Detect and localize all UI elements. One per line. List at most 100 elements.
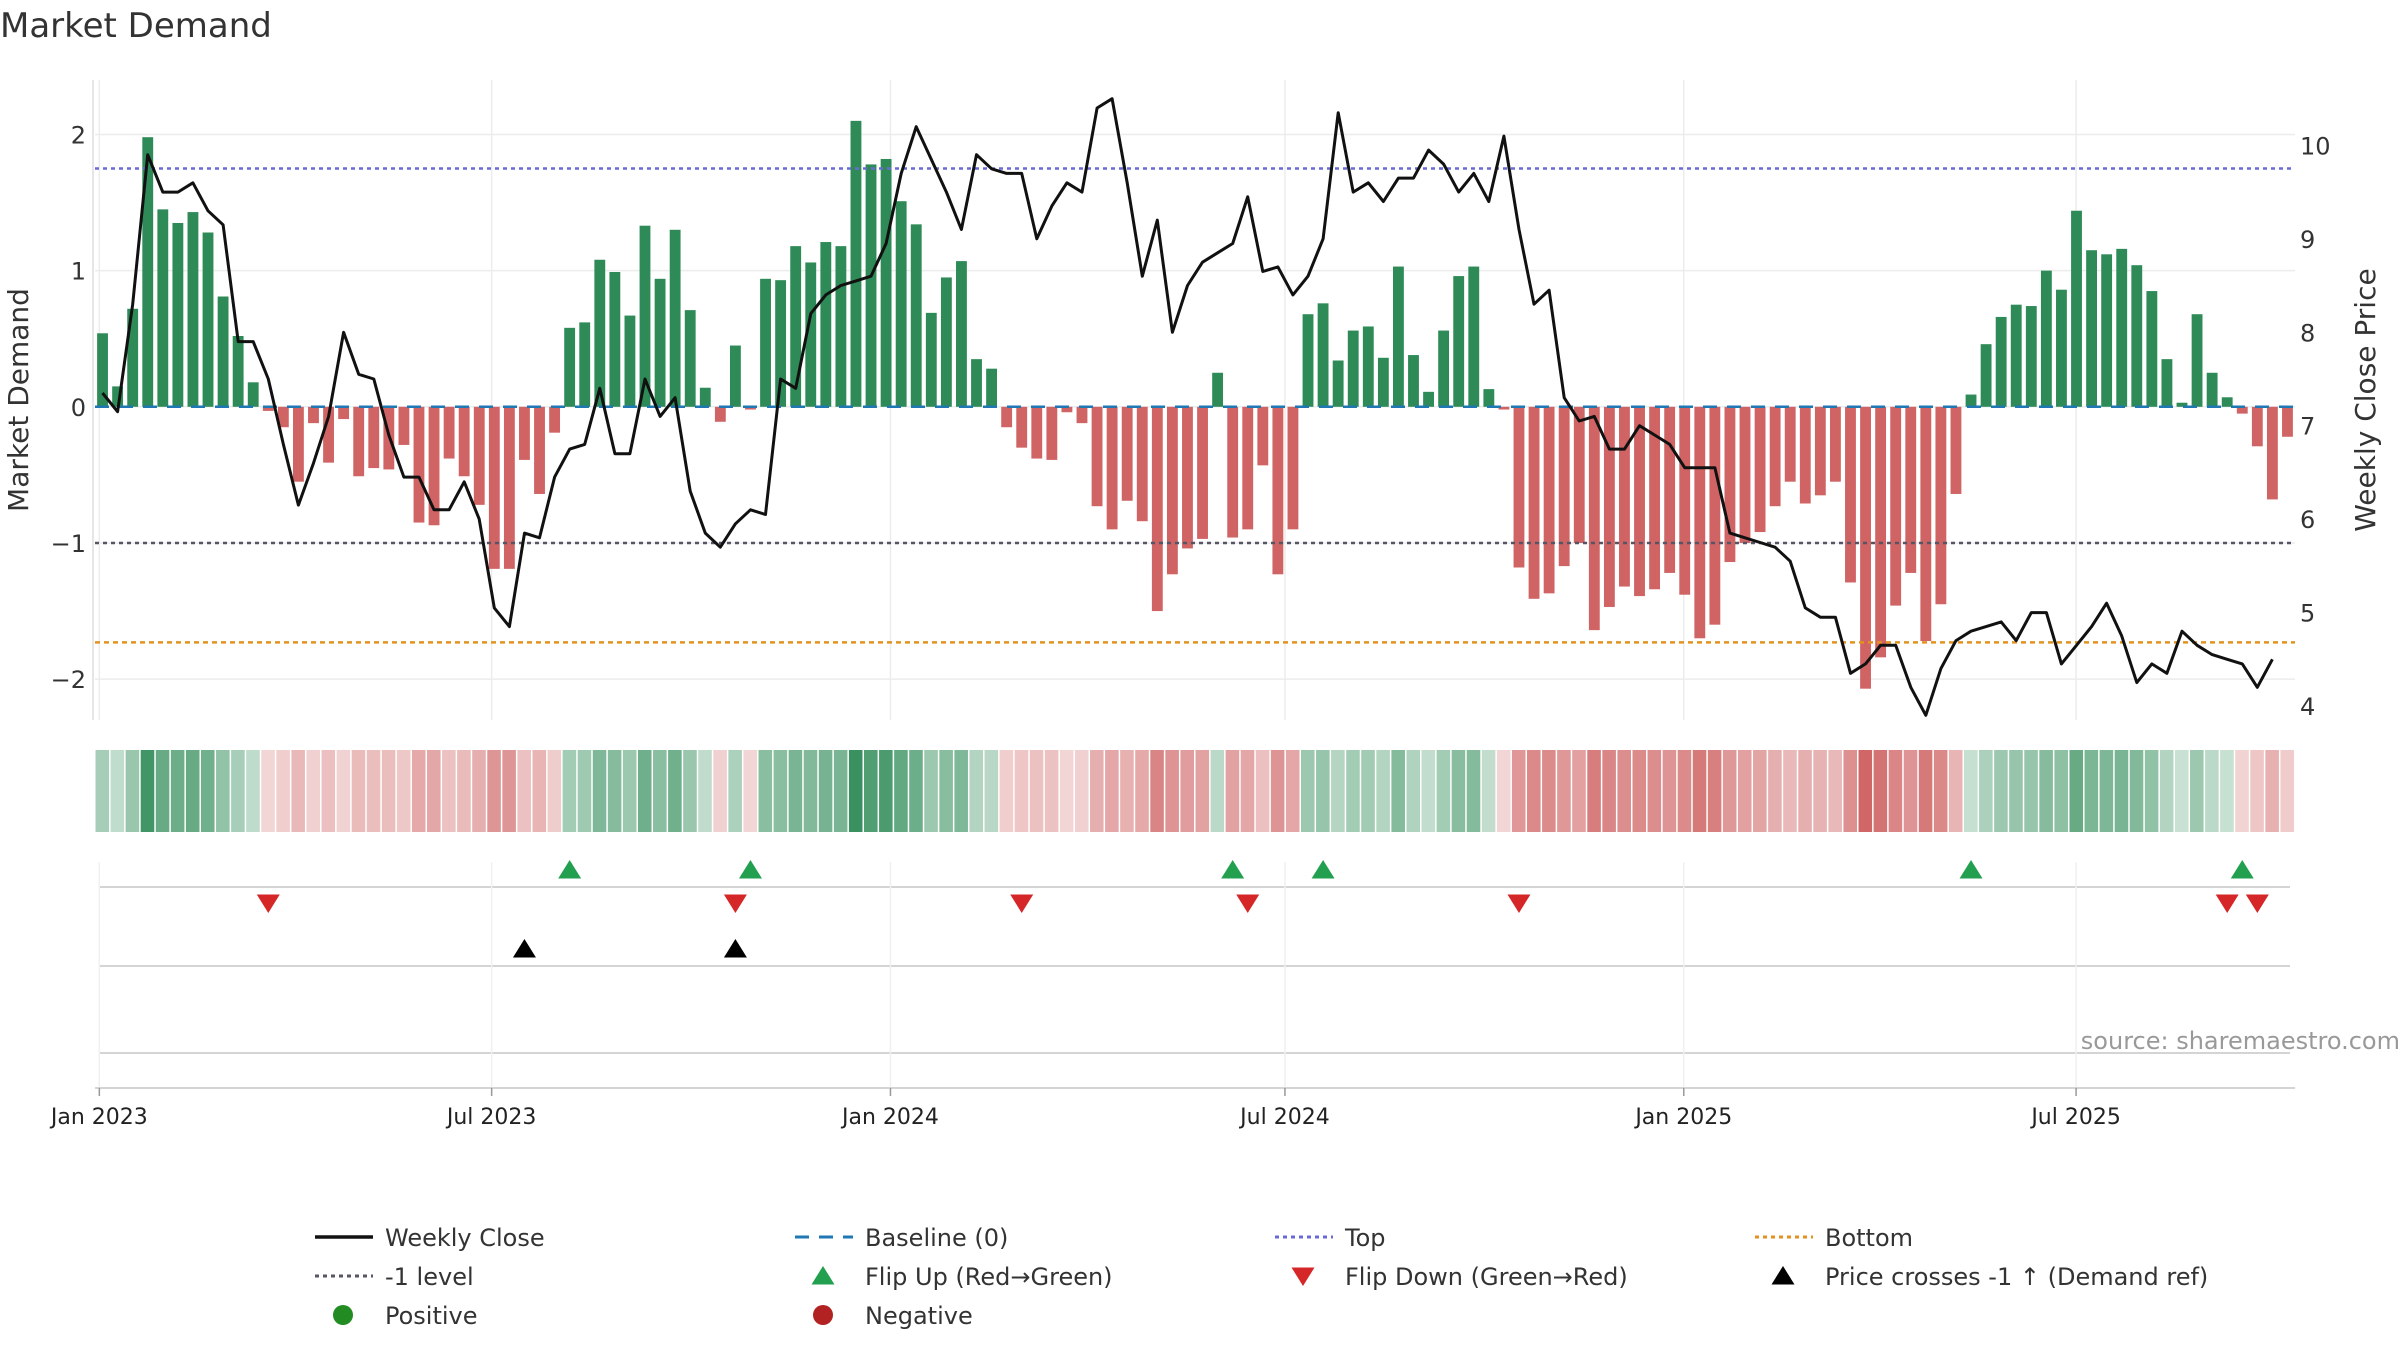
y2-tick-label: 9: [2300, 226, 2315, 254]
demand-bar: [2116, 248, 2128, 407]
heat-cell: [773, 750, 788, 832]
demand-bar: [232, 336, 244, 407]
demand-bar: [1664, 406, 1676, 573]
flip-down-marker: [2245, 894, 2269, 913]
source-label: source: sharemaestro.com: [2081, 1027, 2400, 1055]
flip-up-marker: [738, 860, 762, 879]
demand-bar: [745, 406, 756, 410]
heat-cell: [1994, 750, 2008, 832]
demand-bar: [2146, 291, 2158, 407]
demand-bar: [805, 262, 817, 407]
heat-cell: [713, 750, 727, 832]
demand-bar: [368, 406, 380, 469]
heat-cell: [909, 750, 923, 832]
legend-label: Positive: [385, 1302, 478, 1330]
heat-cell: [351, 750, 366, 832]
demand-bar: [699, 387, 711, 407]
demand-bar: [1603, 406, 1615, 607]
demand-bar: [458, 406, 470, 477]
heat-cell: [1542, 750, 1556, 832]
heat-cell: [1225, 750, 1240, 832]
heat-cell: [110, 750, 125, 832]
heat-cell: [366, 750, 381, 832]
demand-bar: [1860, 406, 1871, 689]
demand-bar: [172, 222, 184, 407]
demand-bar: [2025, 306, 2037, 407]
heat-cell: [381, 750, 396, 832]
legend-label: Baseline (0): [865, 1224, 1008, 1252]
demand-bar: [1332, 360, 1344, 407]
heat-cell: [2144, 750, 2159, 832]
heat-cell: [442, 750, 456, 832]
demand-bar: [488, 406, 500, 569]
demand-bar: [775, 280, 787, 407]
demand-bar: [1950, 406, 1962, 494]
heat-cell: [140, 750, 155, 832]
x-tick-label: Jul 2025: [2029, 1105, 2121, 1130]
demand-bar: [1242, 406, 1254, 530]
heat-cell: [427, 750, 441, 832]
heat-cell: [1074, 750, 1089, 832]
demand-bar: [1272, 406, 1284, 575]
legend-swatch-dot: [333, 1305, 353, 1325]
flip-down-marker: [2215, 894, 2239, 913]
demand-bar: [323, 406, 334, 463]
demand-bar: [1121, 406, 1133, 501]
demand-bar: [579, 322, 591, 407]
legend-item: Flip Down (Green→Red): [1291, 1263, 1628, 1291]
heat-cell: [170, 750, 185, 832]
legend-label: Flip Up (Red→Green): [865, 1263, 1113, 1291]
demand-bar: [2086, 250, 2097, 407]
legend-label: Bottom: [1825, 1224, 1913, 1252]
demand-bar: [2206, 372, 2218, 407]
heat-cell: [1963, 750, 1978, 832]
heat-cell: [1466, 750, 1481, 832]
heat-cell: [2190, 750, 2204, 832]
demand-bar: [1739, 406, 1751, 543]
demand-bar: [2040, 270, 2052, 407]
demand-bar: [2236, 406, 2248, 414]
demand-bar: [2251, 406, 2263, 447]
demand-bar: [1694, 406, 1706, 639]
demand-bar: [549, 406, 561, 433]
demand-bar: [1905, 406, 1917, 573]
demand-bar: [820, 242, 832, 407]
x-tick-label: Jan 2024: [840, 1105, 939, 1130]
legend-swatch-dot: [813, 1305, 833, 1325]
legend-item: Bottom: [1755, 1224, 1913, 1252]
heat-cell: [472, 750, 486, 832]
heat-cell: [487, 750, 501, 832]
y2-axis-label: Weekly Close Price: [2349, 268, 2382, 531]
y-tick-label: −1: [51, 530, 86, 558]
heat-cell: [1722, 750, 1737, 832]
heat-cell: [2084, 750, 2099, 832]
legend-item: Positive: [333, 1302, 478, 1330]
legend-swatch-triangle-down: [1291, 1267, 1315, 1286]
demand-bar: [880, 158, 892, 407]
heat-cell: [1858, 750, 1873, 832]
heat-cell: [1813, 750, 1827, 832]
heat-cell: [1105, 750, 1119, 832]
heat-cell: [924, 750, 938, 832]
heat-cell: [1828, 750, 1842, 832]
heat-cell: [306, 750, 321, 832]
legend-item: Baseline (0): [795, 1224, 1008, 1252]
demand-bar: [654, 278, 666, 407]
chart-title: Market Demand: [0, 6, 272, 46]
demand-bar: [835, 246, 847, 407]
demand-bar: [428, 406, 440, 526]
heat-cell: [999, 750, 1014, 832]
heat-cell: [788, 750, 803, 832]
heat-cell: [1120, 750, 1134, 832]
legend-item: Flip Up (Red→Green): [811, 1263, 1113, 1291]
demand-bar: [714, 406, 726, 422]
heat-cell: [1677, 750, 1692, 832]
heat-cell: [1632, 750, 1647, 832]
demand-bar: [1317, 303, 1329, 407]
heat-cell: [1572, 750, 1586, 832]
heat-cell: [1240, 750, 1255, 832]
demand-bar: [1393, 266, 1404, 407]
demand-bar: [1980, 344, 1992, 407]
heat-cell: [954, 750, 968, 832]
heat-cell: [1255, 750, 1270, 832]
